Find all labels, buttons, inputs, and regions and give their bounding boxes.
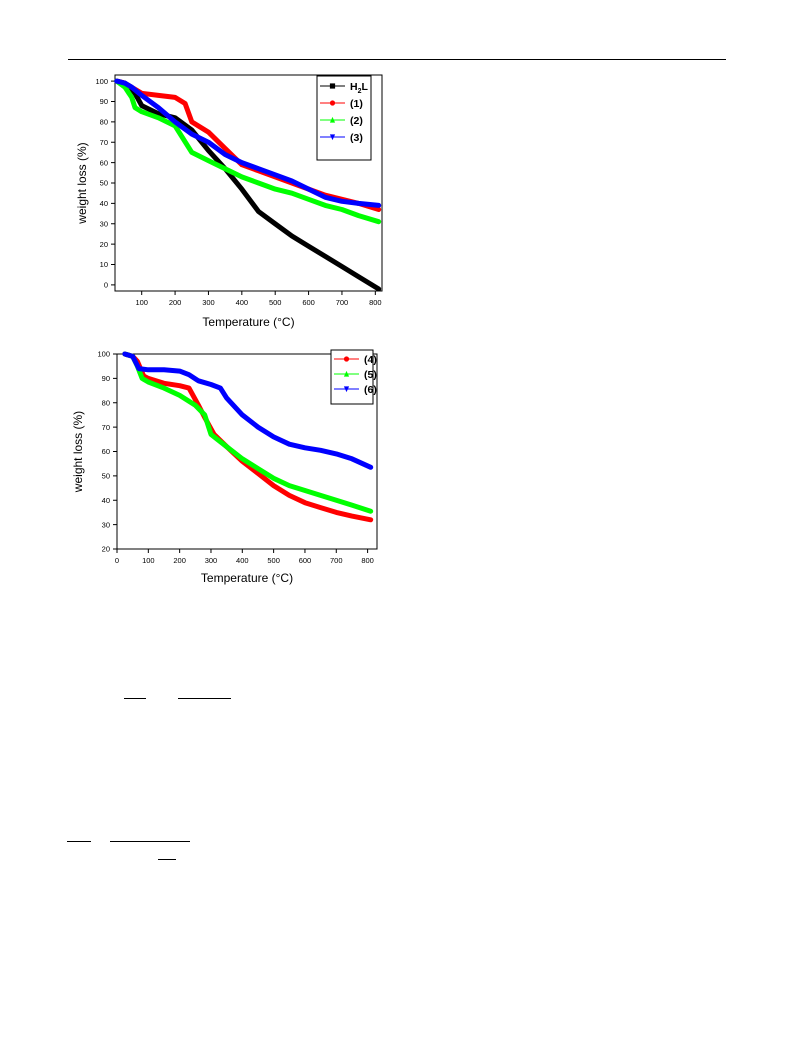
y-tick-label: 20 bbox=[102, 545, 110, 554]
header-rule bbox=[68, 59, 726, 60]
y-tick-label: 100 bbox=[97, 350, 110, 359]
legend-label-1: (1) bbox=[350, 98, 363, 110]
legend-marker-1 bbox=[329, 100, 336, 106]
x-axis-label: Temperature (°C) bbox=[201, 571, 293, 585]
y-tick-label: 70 bbox=[100, 138, 108, 147]
y-axis-label: weight loss (%) bbox=[75, 142, 89, 224]
x-tick-label: 300 bbox=[202, 298, 215, 307]
equation-fraction-bar-1 bbox=[124, 698, 146, 699]
legend-marker-2 bbox=[329, 116, 336, 123]
series-line-2 bbox=[122, 351, 374, 470]
x-tick-label: 700 bbox=[336, 298, 349, 307]
legend-label-0: H2L bbox=[350, 81, 369, 95]
x-tick-label: 800 bbox=[369, 298, 382, 307]
x-tick-label: 400 bbox=[236, 556, 249, 565]
x-tick-label: 500 bbox=[269, 298, 282, 307]
series-line-2 bbox=[114, 78, 382, 225]
x-tick-label: 200 bbox=[169, 298, 182, 307]
legend-marker-2 bbox=[343, 386, 350, 393]
y-tick-label: 80 bbox=[102, 398, 110, 407]
y-tick-label: 50 bbox=[102, 472, 110, 481]
x-tick-label: 300 bbox=[205, 556, 218, 565]
y-axis-label: weight loss (%) bbox=[71, 411, 85, 493]
y-tick-label: 50 bbox=[100, 179, 108, 188]
legend-box bbox=[316, 75, 372, 161]
legend-label-1: (5) bbox=[364, 369, 377, 381]
x-tick-label: 0 bbox=[115, 556, 119, 565]
x-tick-label: 600 bbox=[302, 298, 315, 307]
x-tick-label: 700 bbox=[330, 556, 343, 565]
y-tick-label: 0 bbox=[104, 281, 108, 290]
legend-marker-3 bbox=[329, 134, 336, 141]
y-tick-label: 60 bbox=[102, 447, 110, 456]
equation-fraction-bar-2 bbox=[178, 698, 231, 699]
tga-chart-ligand-and-complexes-1-3: 100 200 300 400 500 600 700 800 0 10 20 30 40 50 60 70 8… bbox=[75, 74, 383, 329]
equation-fraction-bar-5 bbox=[158, 859, 176, 860]
x-tick-label: 100 bbox=[142, 556, 155, 565]
y-tick-label: 90 bbox=[102, 374, 110, 383]
y-tick-label: 60 bbox=[100, 158, 108, 167]
legend-marker-0 bbox=[343, 356, 350, 362]
equation-fraction-bar-4 bbox=[110, 841, 190, 842]
y-tick-label: 30 bbox=[102, 520, 110, 529]
series-line-3 bbox=[114, 78, 382, 208]
x-tick-label: 600 bbox=[299, 556, 312, 565]
legend-marker-1 bbox=[343, 370, 350, 377]
y-tick-label: 40 bbox=[100, 199, 108, 208]
equation-fraction-bar-3 bbox=[67, 841, 91, 842]
x-tick-label: 800 bbox=[361, 556, 374, 565]
y-tick-label: 90 bbox=[100, 97, 108, 106]
tga-chart-complexes-4-6: 0 100 200 300 400 500 600 700 800 20 30 40 50 60 70 80 9… bbox=[71, 349, 378, 585]
legend-label-2: (2) bbox=[350, 115, 363, 127]
x-tick-label: 500 bbox=[267, 556, 280, 565]
legend-label-2: (6) bbox=[364, 384, 377, 396]
legend-label-0: (4) bbox=[364, 354, 377, 366]
series-line-1 bbox=[122, 351, 374, 514]
legend-marker-0 bbox=[329, 83, 336, 89]
legend-label-3: (3) bbox=[350, 132, 363, 144]
x-tick-label: 400 bbox=[236, 298, 249, 307]
y-tick-label: 70 bbox=[102, 423, 110, 432]
x-axis-label: Temperature (°C) bbox=[202, 315, 294, 329]
series-line-0 bbox=[114, 78, 382, 292]
y-tick-label: 80 bbox=[100, 118, 108, 127]
x-tick-label: 100 bbox=[135, 298, 148, 307]
y-tick-label: 20 bbox=[100, 240, 108, 249]
y-tick-label: 10 bbox=[100, 260, 108, 269]
y-tick-label: 40 bbox=[102, 496, 110, 505]
y-tick-label: 100 bbox=[95, 77, 108, 86]
y-tick-label: 30 bbox=[100, 219, 108, 228]
x-tick-label: 200 bbox=[173, 556, 186, 565]
